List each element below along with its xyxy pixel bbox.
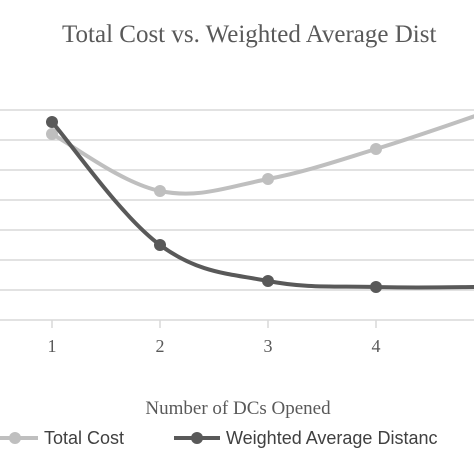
x-tick-label: 1	[48, 336, 57, 356]
data-point-weighted-average-distanc	[46, 116, 58, 128]
legend-marker	[9, 432, 21, 444]
data-point-total-cost	[46, 128, 58, 140]
series-line-weighted-average-distanc	[50, 120, 474, 290]
x-tick-label: 4	[372, 336, 381, 356]
legend-label: Total Cost	[44, 428, 124, 448]
legend-marker	[191, 432, 203, 444]
x-tick-labels: 1 2 3 4	[48, 336, 381, 356]
data-point-weighted-average-distanc	[154, 239, 166, 251]
data-point-total-cost	[262, 173, 274, 185]
gridlines	[0, 109, 474, 328]
series-layer	[46, 114, 474, 293]
x-tick-label: 3	[264, 336, 273, 356]
chart-title: Total Cost vs. Weighted Average Dist	[62, 21, 436, 48]
data-point-weighted-average-distanc	[262, 275, 274, 287]
data-point-total-cost	[154, 185, 166, 197]
data-point-total-cost	[370, 143, 382, 155]
x-axis-title: Number of DCs Opened	[145, 398, 331, 419]
x-tick-label: 2	[156, 336, 165, 356]
legend: Total Cost Weighted Average Distanc	[0, 428, 437, 448]
legend-label: Weighted Average Distanc	[226, 428, 437, 448]
data-point-weighted-average-distanc	[370, 281, 382, 293]
